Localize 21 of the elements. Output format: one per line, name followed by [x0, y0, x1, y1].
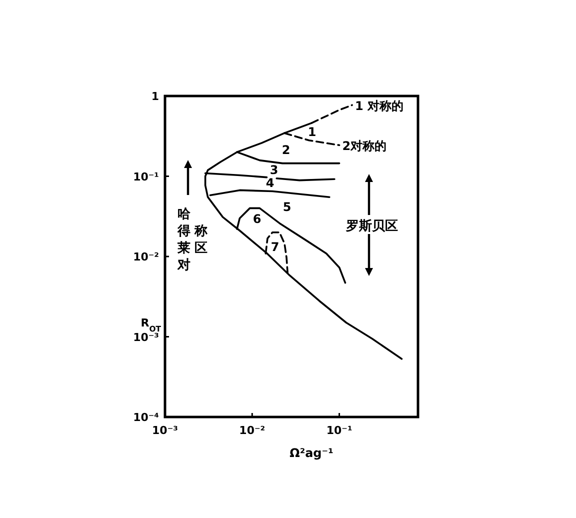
x-tick-label: 10⁻²	[239, 424, 266, 437]
annotation: 4	[266, 176, 274, 190]
x-axis-title: Ω²ag⁻¹	[290, 446, 334, 460]
annotation: 2对称的	[342, 139, 387, 154]
annotation: 罗斯贝区	[345, 219, 398, 234]
y-tick-label: 10⁻⁴	[133, 411, 160, 424]
annotation: 3	[270, 163, 278, 177]
y-tick-label: 10⁻³	[133, 330, 160, 344]
annotation: 6	[252, 212, 262, 226]
annotation: 2	[282, 143, 290, 157]
y-tick-label: 10⁻¹	[133, 170, 160, 184]
x-tick-label: 10⁻¹	[326, 424, 352, 437]
text: 哈得莱对称区	[178, 207, 208, 273]
y-axis-title: R$_{OT}$	[140, 316, 162, 334]
annotation: 1 对称的	[355, 99, 404, 114]
x-tick-label: 10⁻³	[152, 424, 178, 437]
annotation: 7	[270, 240, 280, 254]
annotation: 1	[308, 125, 316, 139]
y-tick-label: 1	[151, 90, 159, 103]
annotation: 5	[282, 200, 292, 214]
y-tick-label: 10⁻²	[133, 250, 160, 264]
